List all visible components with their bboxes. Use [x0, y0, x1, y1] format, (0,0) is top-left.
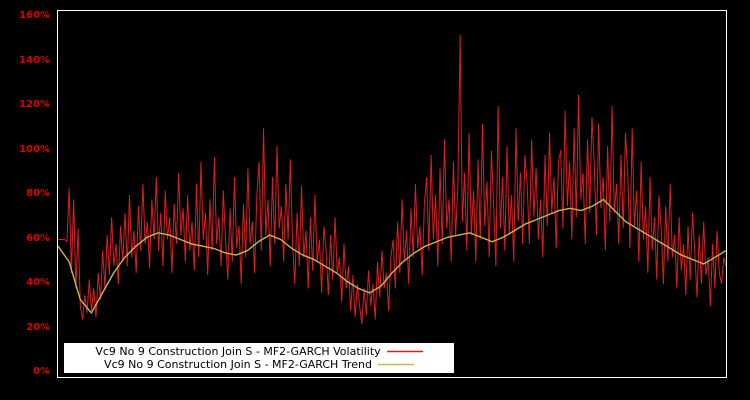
y-axis-tick-label: 140% — [19, 54, 50, 66]
y-axis-tick-label: 40% — [26, 277, 50, 288]
volatility-line — [58, 34, 726, 325]
y-axis-tick-label: 160% — [19, 10, 50, 21]
trend-line — [58, 198, 726, 315]
y-axis-tick-label: 20% — [26, 321, 50, 333]
legend-line-sample-volatility — [386, 350, 423, 353]
y-axis-tick-label: 60% — [26, 232, 50, 244]
y-axis-tick-label: 0% — [33, 366, 50, 377]
legend-row-trend: Vc9 No 9 Construction Join S - MF2-GARCH… — [68, 358, 450, 371]
legend-label-volatility: Vc9 No 9 Construction Join S - MF2-GARCH… — [95, 345, 381, 358]
legend-row-volatility: Vc9 No 9 Construction Join S - MF2-GARCH… — [68, 345, 450, 358]
line-chart — [58, 34, 726, 325]
legend-label-trend: Vc9 No 9 Construction Join S - MF2-GARCH… — [104, 358, 372, 371]
legend-line-sample-trend — [377, 363, 414, 366]
y-axis-labels: 0% 20% 40% 60% 80% 100% 120% 140% 160% — [0, 0, 54, 400]
plot-area: Vc9 No 9 Construction Join S - MF2-GARCH… — [57, 10, 727, 378]
legend: Vc9 No 9 Construction Join S - MF2-GARCH… — [64, 343, 454, 373]
y-axis-tick-label: 100% — [19, 143, 50, 155]
y-axis-tick-label: 120% — [19, 99, 50, 110]
y-axis-tick-label: 80% — [26, 188, 50, 199]
